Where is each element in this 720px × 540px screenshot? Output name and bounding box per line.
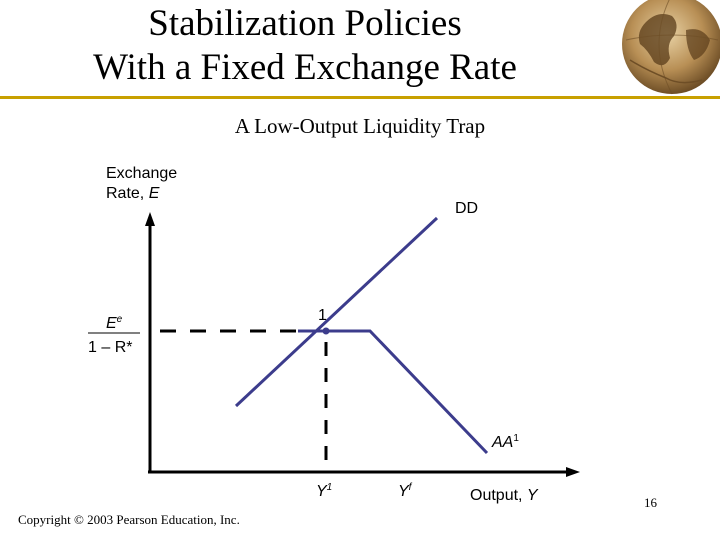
x-axis-label: Output, Y [470, 487, 539, 504]
page-number: 16 [644, 495, 657, 510]
diagram-subtitle: A Low-Output Liquidity Trap [234, 114, 486, 138]
globe-logo-icon [606, 0, 720, 100]
copyright-notice: Copyright © 2003 Pearson Education, Inc. [18, 512, 240, 527]
y-axis-arrowhead [145, 212, 155, 226]
title-line-2: With a Fixed Exchange Rate [93, 47, 517, 88]
yf-label: Yf [398, 482, 413, 500]
slide-title: Stabilization Policies With a Fixed Exch… [40, 2, 570, 90]
x-axis-arrowhead [566, 467, 580, 477]
dd-curve [234, 216, 439, 408]
title-underline [0, 96, 720, 99]
y-axis-label-line-2: Rate, E [106, 185, 160, 202]
dd-label: DD [455, 200, 478, 217]
aa1-label: AA1 [491, 433, 519, 451]
equilibrium-point-label: 1 [318, 307, 327, 324]
y-axis-label-line-1: Exchange [106, 165, 177, 182]
aa1-curve [298, 329, 489, 455]
expected-rate-numerator: Ee [106, 314, 123, 332]
expected-rate-denominator: 1 – R* [88, 339, 132, 356]
title-line-1: Stabilization Policies [148, 3, 462, 44]
equilibrium-point-1 [322, 327, 330, 335]
y1-label: Y1 [316, 482, 332, 500]
